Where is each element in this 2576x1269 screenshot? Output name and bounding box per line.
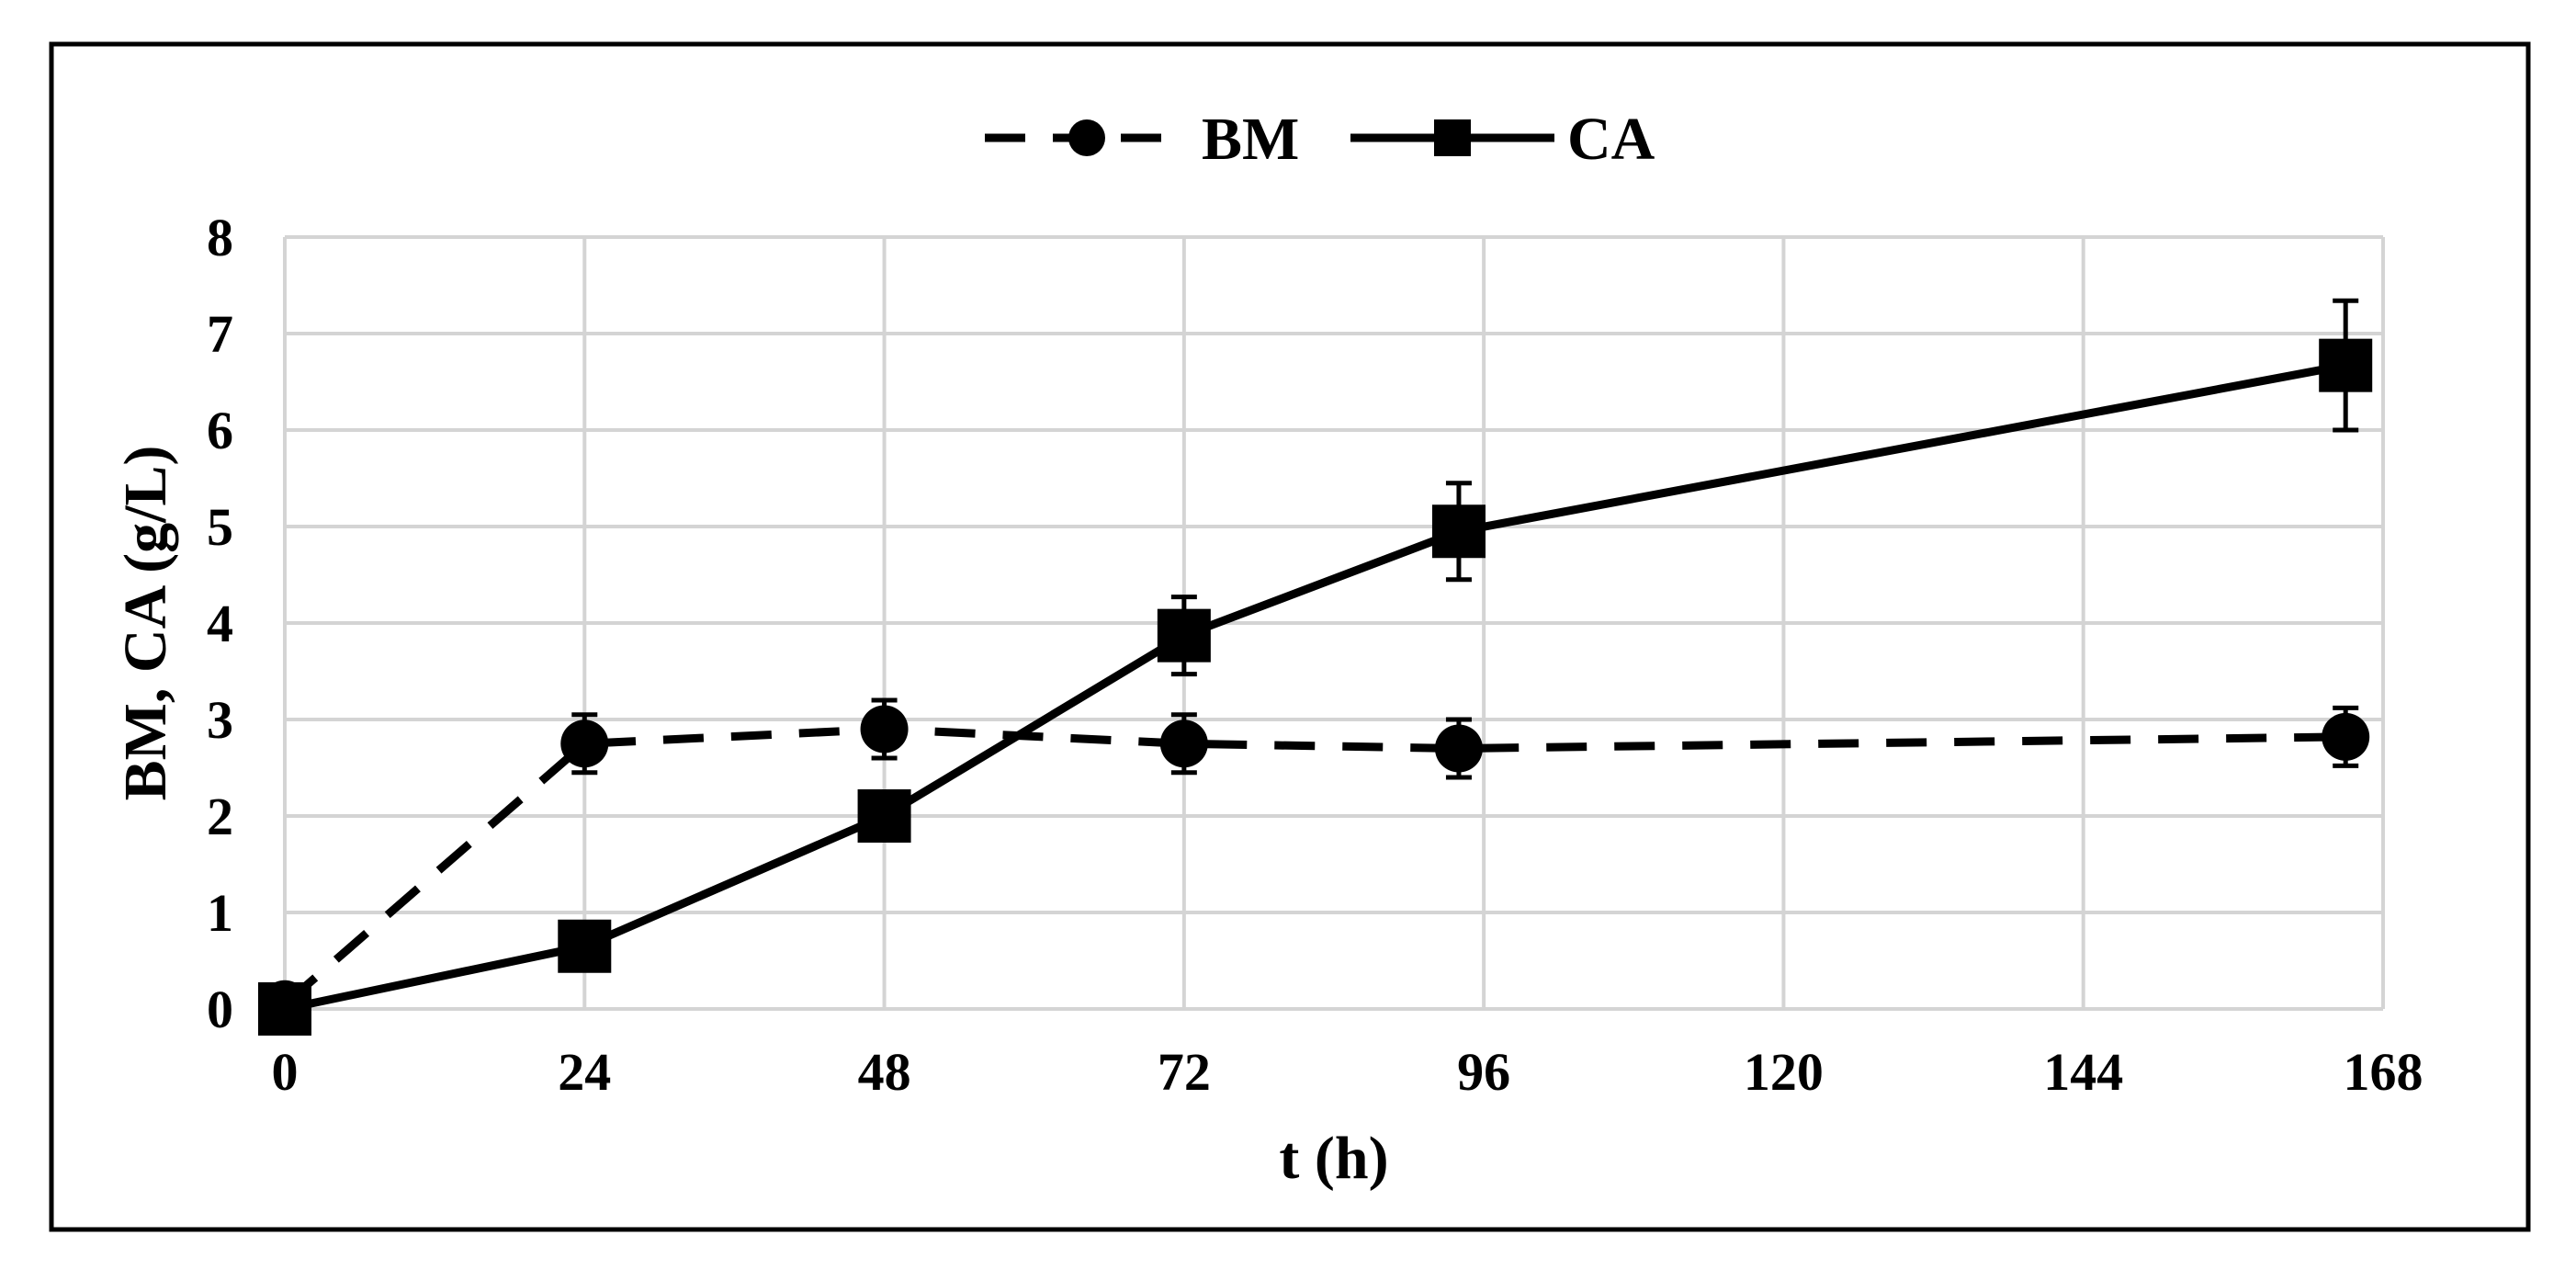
x-tick-label: 72 bbox=[1158, 1042, 1211, 1102]
series-line-bm bbox=[282, 725, 2346, 1008]
data-point-ca bbox=[258, 982, 311, 1036]
legend-entry-bm: BM bbox=[985, 106, 1299, 173]
legend-label: CA bbox=[1567, 106, 1655, 173]
x-tick-label: 144 bbox=[2043, 1042, 2123, 1102]
x-tick-label: 168 bbox=[2344, 1042, 2423, 1102]
x-tick-label: 120 bbox=[1744, 1042, 1824, 1102]
series-line-ca bbox=[284, 361, 2347, 1014]
legend-label: BM bbox=[1202, 106, 1299, 173]
x-tick-label: 0 bbox=[272, 1042, 299, 1102]
y-tick-label: 3 bbox=[207, 690, 233, 750]
y-tick-label: 5 bbox=[207, 497, 233, 557]
data-point-ca bbox=[1157, 608, 1211, 663]
legend-marker bbox=[1068, 119, 1105, 156]
x-tick-label: 96 bbox=[1457, 1042, 1510, 1102]
legend: BM CA bbox=[985, 106, 1655, 173]
data-point-bm bbox=[2322, 712, 2370, 761]
x-tick-label: 24 bbox=[558, 1042, 611, 1102]
legend-entry-ca: CA bbox=[1350, 106, 1655, 173]
y-tick-label: 0 bbox=[207, 980, 233, 1039]
axes: 0 1 2 3 4 5 6 7 8 0 24 48 72 96 120 144 168 bbox=[207, 208, 2423, 1102]
y-tick-label: 1 bbox=[207, 883, 233, 943]
data-point-ca bbox=[1431, 504, 1486, 559]
chart-frame bbox=[49, 41, 2531, 1232]
data-point-ca bbox=[2319, 338, 2373, 392]
y-axis-title: BM, CA (g/L) bbox=[112, 446, 179, 801]
data-point-bm bbox=[1159, 719, 1208, 768]
y-tick-label: 6 bbox=[207, 401, 233, 460]
x-axis-title: t (h) bbox=[1279, 1125, 1388, 1192]
data-point-bm bbox=[860, 705, 909, 753]
series-ca bbox=[258, 298, 2373, 1036]
x-tick-label: 48 bbox=[858, 1042, 911, 1102]
y-tick-label: 8 bbox=[207, 208, 233, 267]
y-tick-label: 2 bbox=[207, 787, 233, 846]
data-point-ca bbox=[558, 919, 612, 973]
y-tick-label: 4 bbox=[207, 594, 233, 653]
data-point-bm bbox=[560, 719, 609, 768]
data-point-bm bbox=[1434, 724, 1483, 773]
series bbox=[258, 298, 2373, 1036]
y-tick-label: 7 bbox=[207, 304, 233, 364]
data-point-ca bbox=[857, 789, 911, 843]
legend-marker bbox=[1434, 119, 1471, 156]
